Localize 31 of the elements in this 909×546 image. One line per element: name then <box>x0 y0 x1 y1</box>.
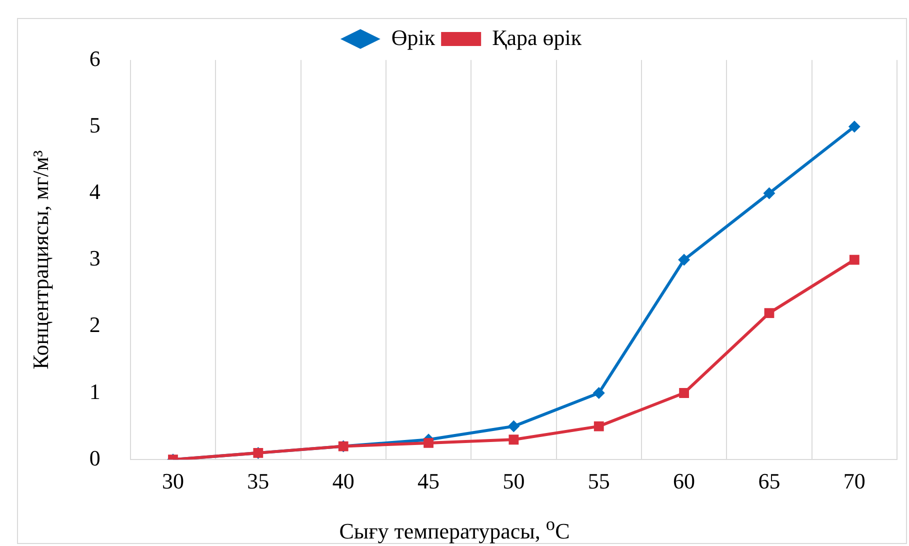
point <box>679 388 690 398</box>
point <box>763 187 776 200</box>
x-tick-label: 30 <box>162 468 184 494</box>
x-tick-label: 45 <box>418 468 440 494</box>
y-axis-title: Концентрациясы, мг/м³ <box>28 150 53 370</box>
x-tick-label: 60 <box>673 468 696 494</box>
y-tick-label: 5 <box>89 112 100 138</box>
legend-label: Қара өрік <box>492 24 582 50</box>
y-tick-label: 2 <box>89 312 100 338</box>
legend-label: Өрік <box>391 24 436 50</box>
point <box>508 420 520 432</box>
x-tick-label: 65 <box>758 468 780 494</box>
x-tick-label: 55 <box>588 468 610 494</box>
y-tick-label: 3 <box>89 246 100 271</box>
x-tick-label: 50 <box>502 468 525 494</box>
point <box>849 254 860 265</box>
x-tick-label: 40 <box>332 468 354 494</box>
point <box>764 308 774 318</box>
x-tick-label: 70 <box>843 468 866 494</box>
y-tick-label: 6 <box>89 46 100 71</box>
point <box>848 120 860 133</box>
point <box>508 434 519 445</box>
point <box>424 438 434 448</box>
point <box>594 421 604 432</box>
point <box>678 254 690 266</box>
y-tick-label: 1 <box>89 378 100 404</box>
y-tick-label: 4 <box>89 178 100 204</box>
x-tick-label: 35 <box>247 468 270 494</box>
point <box>592 387 605 399</box>
x-axis-title: Сығу температурасы, $^{o}$C <box>338 513 571 544</box>
y-tick-label: 0 <box>89 445 100 470</box>
